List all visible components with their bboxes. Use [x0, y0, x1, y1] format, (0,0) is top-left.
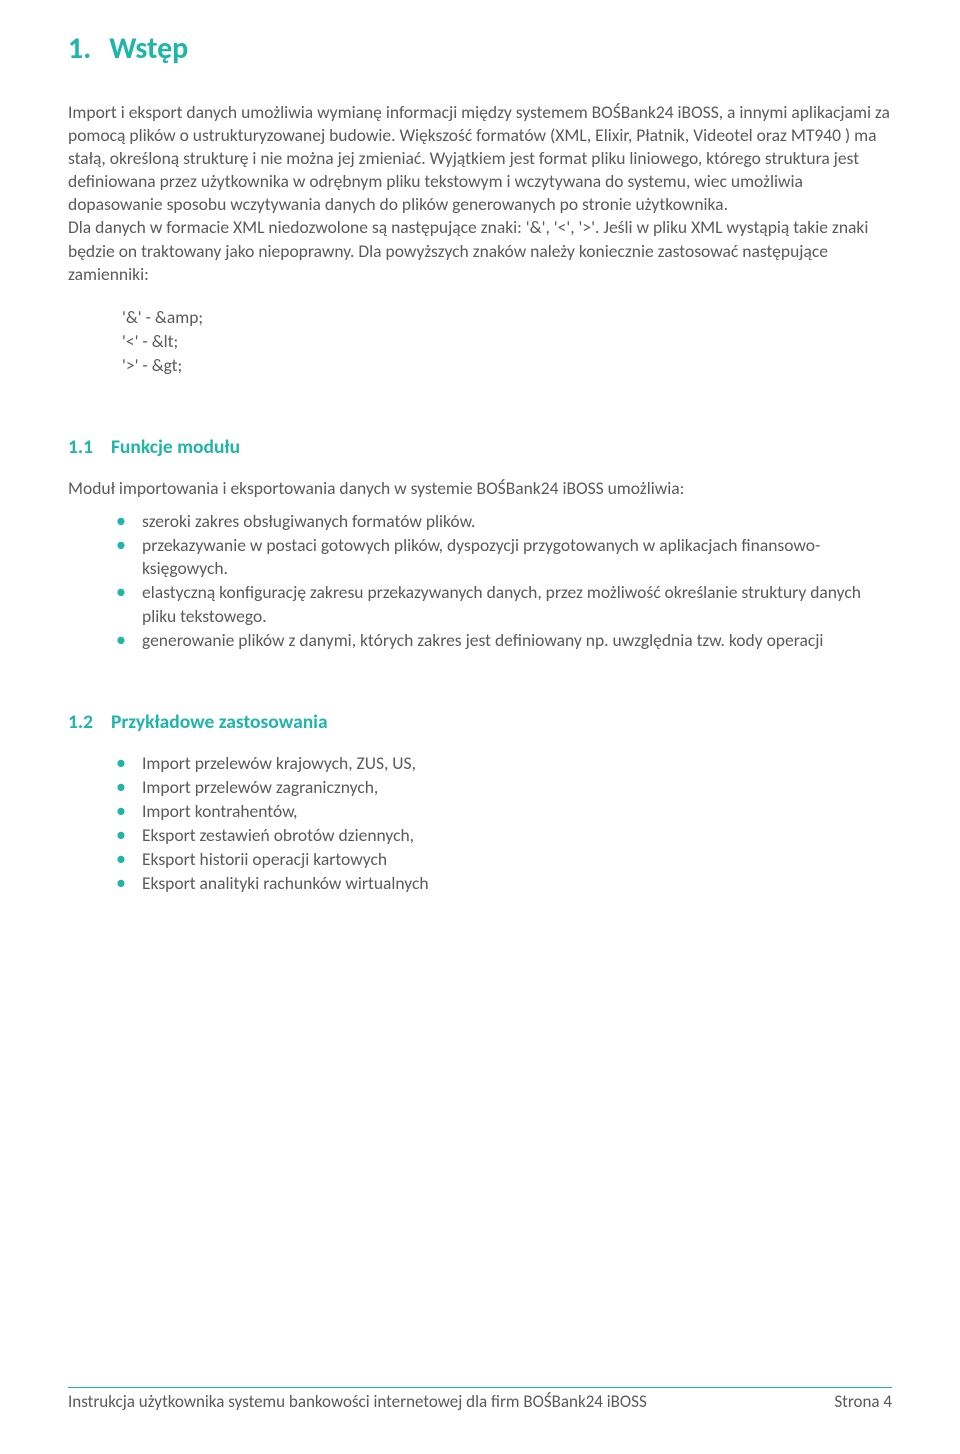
- list-item: szeroki zakres obsługiwanych formatów pl…: [116, 510, 892, 533]
- heading-1-1: 1.1 Funkcje modułu: [68, 435, 892, 459]
- heading-1-2-number: 1.2: [68, 710, 93, 734]
- heading-1-2-text: Przykładowe zastosowania: [111, 710, 328, 734]
- substitution-lt: '<' - &lt;: [122, 330, 892, 353]
- section-1-1-list: szeroki zakres obsługiwanych formatów pl…: [68, 510, 892, 652]
- list-item: Import przelewów krajowych, ZUS, US,: [116, 752, 892, 775]
- list-item: generowanie plików z danymi, których zak…: [116, 629, 892, 652]
- heading-1-2: 1.2 Przykładowe zastosowania: [68, 710, 892, 734]
- substitution-amp: '&' - &amp;: [122, 306, 892, 329]
- list-item: Eksport zestawień obrotów dziennych,: [116, 824, 892, 847]
- list-item: Import przelewów zagranicznych,: [116, 776, 892, 799]
- paragraph-intro: Import i eksport danych umożliwia wymian…: [68, 101, 892, 286]
- list-item: Import kontrahentów,: [116, 800, 892, 823]
- list-item: Eksport historii operacji kartowych: [116, 848, 892, 871]
- list-item: elastyczną konfigurację zakresu przekazy…: [116, 581, 892, 627]
- section-1-1-lead: Moduł importowania i eksportowania danyc…: [68, 477, 892, 500]
- footer-left-text: Instrukcja użytkownika systemu bankowośc…: [68, 1391, 647, 1412]
- heading-1-1-number: 1.1: [68, 435, 93, 459]
- list-item: przekazywanie w postaci gotowych plików,…: [116, 534, 892, 580]
- section-1-2-list: Import przelewów krajowych, ZUS, US, Imp…: [68, 752, 892, 896]
- heading-1-number: 1.: [68, 30, 91, 67]
- heading-1-1-text: Funkcje modułu: [111, 435, 240, 459]
- list-item: Eksport analityki rachunków wirtualnych: [116, 872, 892, 895]
- substitution-list: '&' - &amp; '<' - &lt; '>' - &gt;: [68, 306, 892, 377]
- heading-1-wstep: 1. Wstęp: [68, 30, 892, 67]
- heading-1-text: Wstęp: [109, 30, 188, 67]
- footer-page-number: Strona 4: [834, 1391, 892, 1412]
- substitution-gt: '>' - &gt;: [122, 354, 892, 377]
- page-footer: Instrukcja użytkownika systemu bankowośc…: [68, 1387, 892, 1412]
